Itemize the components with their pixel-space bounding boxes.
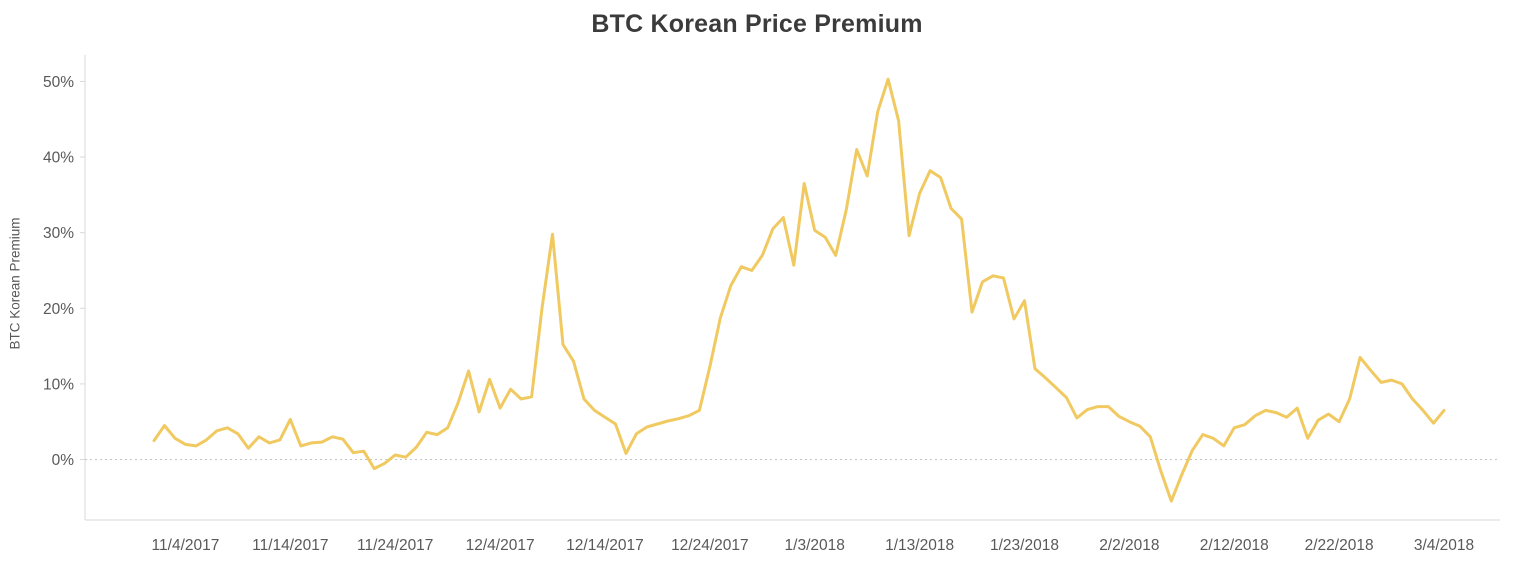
y-tick-label: 20% (43, 301, 74, 318)
x-tick-label: 2/12/2018 (1200, 537, 1269, 554)
x-tick-label: 3/4/2018 (1414, 537, 1474, 554)
x-tick-label: 11/4/2017 (152, 537, 220, 554)
x-tick-label: 1/3/2018 (785, 537, 845, 554)
x-tick-label: 11/14/2017 (252, 537, 328, 554)
y-tick-label: 30% (43, 225, 74, 242)
x-tick-label: 1/23/2018 (990, 537, 1059, 554)
x-tick-label: 11/24/2017 (357, 537, 433, 554)
x-tick-label: 2/22/2018 (1305, 537, 1374, 554)
y-tick-label: 10% (43, 376, 74, 393)
x-tick-label: 12/24/2017 (671, 537, 749, 554)
x-tick-label: 12/14/2017 (566, 537, 644, 554)
y-tick-label: 40% (43, 150, 74, 167)
premium-series-line (152, 77, 1446, 503)
x-tick-label: 2/2/2018 (1099, 537, 1159, 554)
y-tick-label: 50% (43, 74, 74, 91)
x-tick-label: 1/13/2018 (885, 537, 954, 554)
chart-title: BTC Korean Price Premium (591, 10, 923, 38)
y-tick-label: 0% (52, 452, 75, 469)
x-tick-label: 12/4/2017 (466, 537, 535, 554)
